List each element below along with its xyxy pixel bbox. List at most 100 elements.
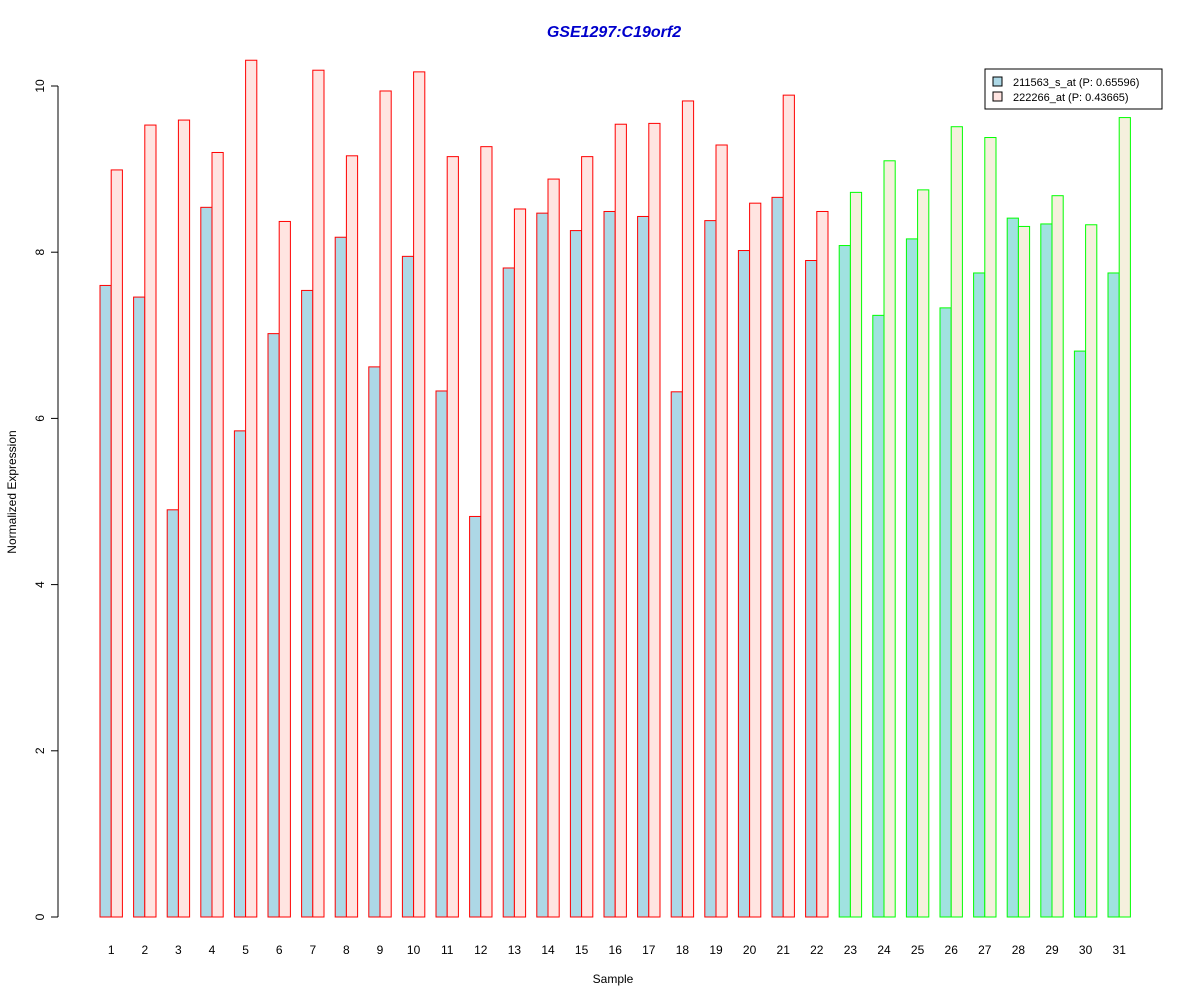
- bar-series-1-sample-20: [737, 250, 751, 918]
- bar-series-1-sample-30: [1073, 350, 1087, 918]
- y-tick-label: 6: [33, 415, 47, 422]
- x-tick-label: 28: [1012, 943, 1026, 957]
- bar-series-2-sample-26: [950, 126, 963, 918]
- x-tick-label: 29: [1045, 943, 1059, 957]
- bar-series-1-sample-7: [301, 289, 314, 918]
- x-tick-label: 23: [844, 943, 858, 957]
- bar-series-2-sample-5: [245, 59, 258, 918]
- x-tick-label: 24: [877, 943, 891, 957]
- bar-series-1-sample-31: [1107, 272, 1120, 918]
- y-tick-label: 4: [33, 581, 47, 588]
- x-axis-label: Sample: [593, 972, 634, 986]
- bar-series-1-sample-29: [1040, 223, 1053, 918]
- bar-series-2-sample-7: [312, 69, 325, 918]
- bar-series-2-sample-25: [917, 189, 930, 918]
- bar-series-1-sample-26: [939, 307, 952, 918]
- x-tick-label: 2: [141, 943, 148, 957]
- bar-series-1-sample-22: [805, 260, 818, 918]
- bar-series-1-sample-19: [704, 220, 717, 918]
- bar-series-1-sample-24: [872, 314, 885, 918]
- legend-swatch-series-2: [992, 91, 1003, 102]
- x-tick-label: 9: [377, 943, 384, 957]
- bar-series-1-sample-10: [401, 255, 415, 918]
- bar-series-1-sample-23: [838, 245, 851, 918]
- y-tick-label: 10: [33, 79, 47, 93]
- bar-series-2-sample-21: [782, 94, 795, 918]
- x-tick-label: 14: [541, 943, 555, 957]
- x-tick-label: 27: [978, 943, 992, 957]
- bar-series-1-sample-21: [771, 196, 784, 918]
- bar-series-2-sample-14: [547, 178, 560, 918]
- bar-series-2-sample-27: [984, 137, 997, 918]
- bar-series-2-sample-8: [345, 155, 359, 918]
- bar-series-2-sample-16: [614, 123, 627, 918]
- y-tick-label: 0: [33, 913, 47, 920]
- bar-series-1-sample-15: [569, 230, 583, 918]
- legend-label-series-1: 211563_s_at (P: 0.65596): [1013, 77, 1139, 89]
- bar-series-1-sample-6: [267, 333, 280, 918]
- bar-series-1-sample-3: [166, 509, 179, 918]
- x-tick-label: 20: [743, 943, 757, 957]
- legend-label-series-2: 222266_at (P: 0.43665): [1013, 92, 1129, 104]
- bar-series-2-sample-20: [749, 202, 762, 918]
- bar-series-1-sample-25: [905, 238, 919, 918]
- x-tick-label: 22: [810, 943, 824, 957]
- x-tick-label: 7: [309, 943, 316, 957]
- bar-series-2-sample-28: [1017, 225, 1031, 918]
- bar-series-1-sample-2: [133, 296, 146, 918]
- x-tick-label: 4: [209, 943, 216, 957]
- bar-series-2-sample-1: [110, 169, 123, 918]
- bar-series-1-sample-5: [233, 430, 247, 918]
- x-tick-label: 17: [642, 943, 656, 957]
- bar-series-2-sample-11: [446, 156, 459, 918]
- x-tick-label: 16: [609, 943, 623, 957]
- x-tick-label: 18: [676, 943, 690, 957]
- bar-series-2-sample-17: [648, 122, 661, 918]
- bar-series-1-sample-1: [99, 284, 112, 918]
- bar-series-2-sample-22: [816, 210, 829, 918]
- legend-swatch-series-1: [992, 76, 1003, 87]
- x-tick-label: 21: [777, 943, 791, 957]
- x-tick-label: 15: [575, 943, 589, 957]
- bar-series-2-sample-3: [177, 119, 191, 918]
- x-tick-label: 26: [945, 943, 959, 957]
- bar-series-2-sample-10: [413, 71, 426, 918]
- legend-box: [984, 68, 1163, 110]
- y-tick-label: 8: [33, 249, 47, 256]
- legend: 211563_s_at (P: 0.65596) 222266_at (P: 0…: [984, 68, 1163, 110]
- y-tick-label: 2: [33, 747, 47, 754]
- bar-series-2-sample-12: [480, 146, 493, 918]
- y-axis-label: Normalized Expression: [5, 430, 19, 553]
- bar-series-2-sample-15: [581, 156, 594, 918]
- bar-series-2-sample-30: [1085, 224, 1098, 918]
- bars: [99, 59, 1131, 918]
- x-tick-label: 30: [1079, 943, 1093, 957]
- x-tick-label: 3: [175, 943, 182, 957]
- bar-series-1-sample-28: [1006, 217, 1019, 918]
- bar-series-2-sample-24: [883, 160, 896, 918]
- x-tick-label: 1: [108, 943, 115, 957]
- bar-series-2-sample-13: [513, 208, 527, 918]
- bar-series-2-sample-29: [1051, 195, 1064, 918]
- x-tick-label: 5: [242, 943, 249, 957]
- bar-series-2-sample-4: [211, 151, 224, 918]
- x-tick-label: 12: [474, 943, 488, 957]
- bar-series-1-sample-8: [334, 236, 347, 918]
- bar-series-2-sample-31: [1118, 117, 1131, 918]
- bar-series-2-sample-23: [849, 191, 863, 918]
- x-tick-label: 25: [911, 943, 925, 957]
- x-tick-label: 31: [1113, 943, 1127, 957]
- bar-series-1-sample-18: [670, 391, 683, 918]
- bar-series-2-sample-9: [379, 90, 392, 918]
- bar-series-1-sample-16: [603, 210, 616, 918]
- bar-series-1-sample-17: [637, 215, 650, 918]
- bar-series-1-sample-27: [973, 272, 986, 918]
- x-tick-label: 11: [441, 943, 454, 957]
- x-tick-label: 10: [407, 943, 421, 957]
- bar-series-2-sample-19: [715, 144, 728, 918]
- chart-title: GSE1297:C19orf2: [547, 24, 681, 41]
- bar-series-2-sample-2: [144, 124, 157, 918]
- bar-series-1-sample-12: [469, 515, 482, 918]
- x-axis-tick-labels: 1 2 3 4 5 6 7 8 9 10 11 12 13 14 15 16 17 18 19 20 21 22 23 24 2…: [108, 943, 1126, 957]
